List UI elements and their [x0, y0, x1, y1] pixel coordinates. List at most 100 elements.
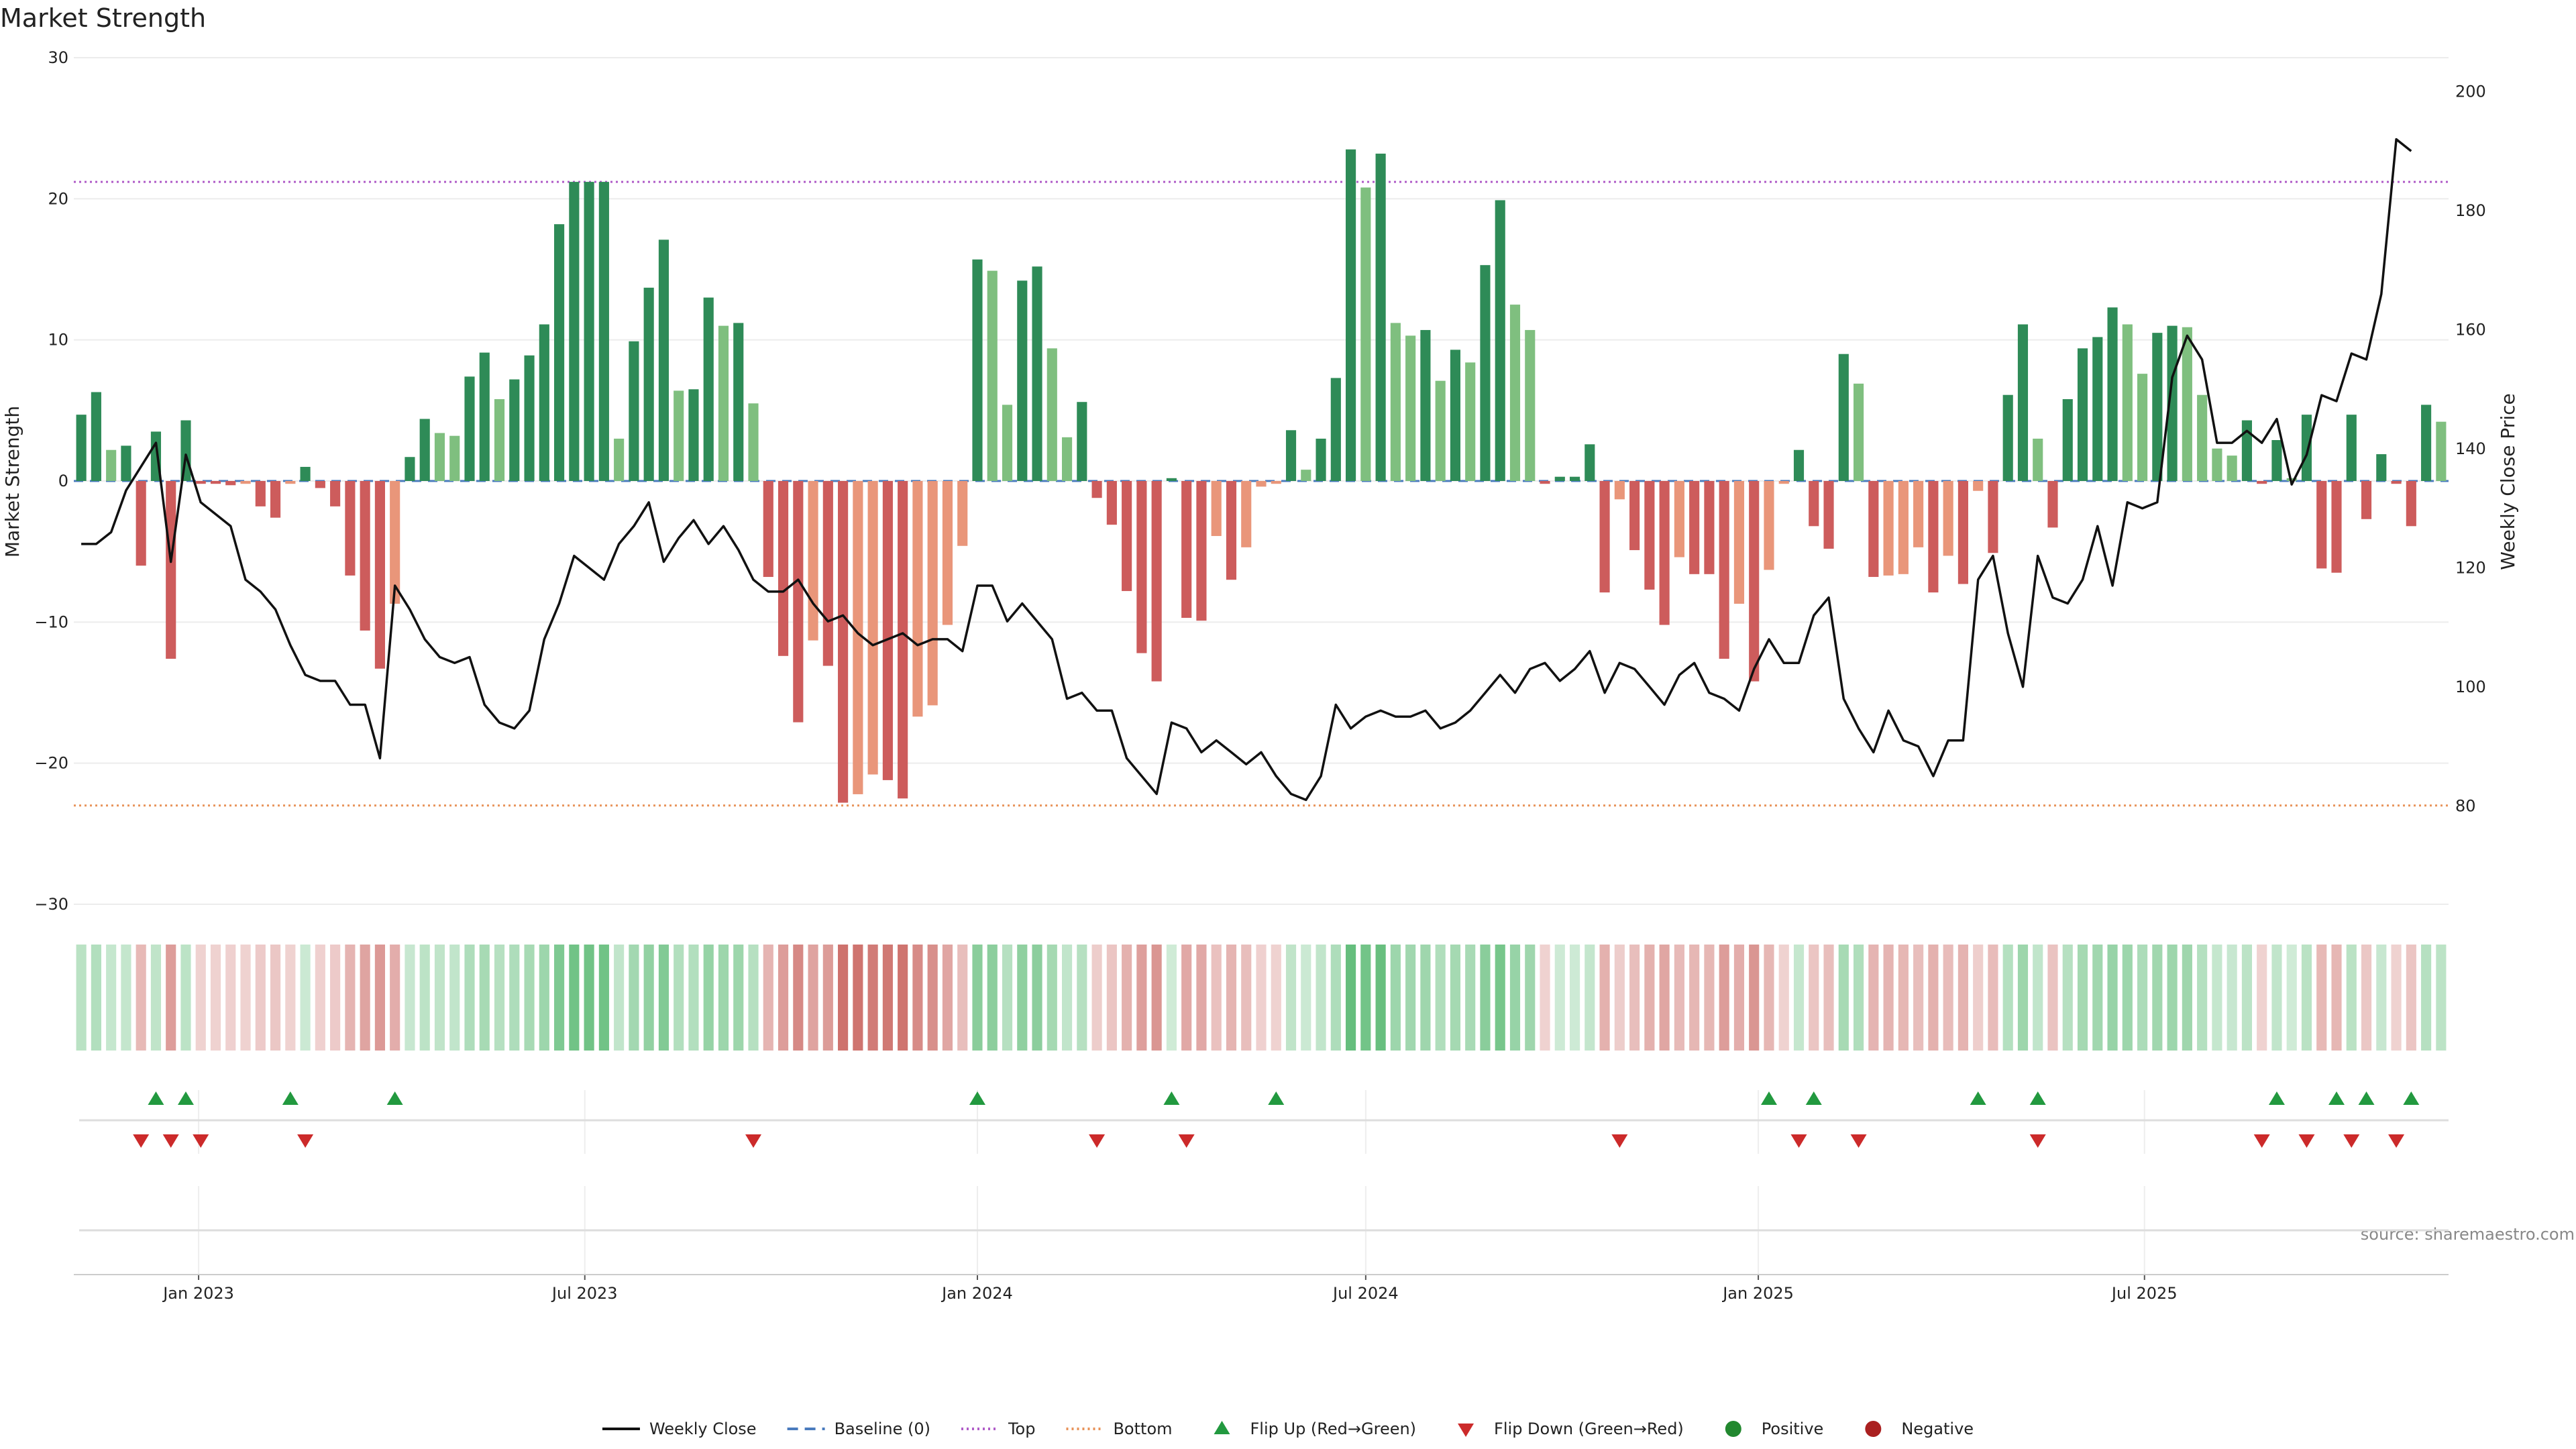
strength-bar — [1644, 481, 1655, 590]
strength-bar — [1525, 329, 1536, 481]
strength-bar — [360, 481, 370, 631]
heat-cell — [2137, 945, 2148, 1051]
strength-bar — [1122, 481, 1132, 592]
heat-cell — [405, 945, 415, 1051]
strength-bar — [345, 481, 356, 576]
heat-cell — [1122, 945, 1132, 1051]
legend-label: Flip Up (Red→Green) — [1250, 1419, 1417, 1438]
strength-bar — [2346, 415, 2357, 481]
strength-bar — [2212, 448, 2222, 481]
heat-cell — [912, 945, 923, 1051]
strength-bar — [2241, 420, 2253, 481]
heat-cell — [853, 945, 863, 1051]
strength-bar — [1554, 476, 1565, 481]
flip-up-marker — [1805, 1091, 1822, 1105]
flip-down-marker — [1790, 1134, 1807, 1148]
strength-bar — [479, 352, 490, 481]
heat-cell — [1032, 945, 1042, 1051]
heat-cell — [1136, 945, 1147, 1051]
heat-cell — [1913, 945, 1924, 1051]
strength-bar — [2167, 325, 2178, 481]
strength-bar — [2421, 405, 2432, 481]
y-tick-label: 10 — [48, 331, 68, 350]
strength-bar — [1674, 481, 1684, 557]
heat-cell — [300, 945, 311, 1051]
strength-bar — [1704, 481, 1715, 574]
heat-cell — [1733, 945, 1745, 1051]
strength-bar — [1599, 481, 1610, 593]
x-tick-label: Jul 2024 — [1332, 1284, 1399, 1303]
heat-cell — [494, 945, 505, 1051]
strength-bar — [1585, 444, 1595, 481]
heat-cell — [718, 945, 729, 1051]
legend-label: Baseline (0) — [835, 1419, 930, 1438]
strength-bar — [1793, 449, 1805, 481]
strength-bar — [867, 481, 878, 775]
x-tick-label: Jul 2023 — [551, 1284, 618, 1303]
strength-bar — [434, 433, 445, 481]
y-tick-label: −30 — [34, 895, 68, 914]
strength-bar — [898, 481, 908, 799]
x-tick-label: Jan 2025 — [1721, 1284, 1794, 1303]
heat-cell — [1778, 945, 1789, 1051]
strength-bar — [509, 379, 520, 481]
heat-cell — [1629, 945, 1640, 1051]
heat-cell — [285, 945, 296, 1051]
y2-tick-label: 180 — [2455, 201, 2486, 220]
heat-cell — [674, 945, 684, 1051]
heat-cell — [1883, 945, 1894, 1051]
y2-tick-label: 200 — [2455, 83, 2486, 101]
flip-up-marker — [1163, 1091, 1180, 1105]
strength-bar — [2391, 481, 2402, 484]
flip-down-marker — [2388, 1134, 2405, 1148]
heat-cell — [1211, 945, 1222, 1051]
heat-cell — [2331, 945, 2342, 1051]
heat-cell — [1704, 945, 1715, 1051]
heat-cell — [270, 945, 281, 1051]
heat-cell — [2346, 945, 2357, 1051]
strength-bar — [1823, 481, 1834, 549]
heat-cell — [1793, 945, 1805, 1051]
strength-bar — [1316, 438, 1326, 481]
flip-up-marker — [1760, 1091, 1777, 1105]
chart-title: Market Strength — [0, 3, 206, 33]
strength-bar — [1330, 378, 1341, 481]
flip-down-marker — [2253, 1134, 2270, 1148]
heat-cell — [225, 945, 236, 1051]
heat-cell — [150, 945, 162, 1051]
heat-cell — [1420, 945, 1431, 1051]
heat-cell — [1495, 945, 1505, 1051]
legend: Weekly Close Baseline (0) Top Bottom Flip Up… — [602, 1419, 1974, 1438]
heat-cell — [419, 945, 430, 1051]
heat-cell — [390, 945, 400, 1051]
heat-cell — [1285, 945, 1297, 1051]
strength-bar — [1151, 481, 1162, 682]
strength-bars — [76, 149, 2447, 803]
strength-bar — [2122, 324, 2133, 481]
strength-bar — [2033, 438, 2043, 481]
strength-bar — [1809, 481, 1819, 527]
strength-bar — [2301, 415, 2312, 481]
heat-cell — [2241, 945, 2253, 1051]
strength-bar — [1002, 405, 1013, 481]
strength-bar — [494, 399, 505, 481]
strength-bar — [793, 481, 804, 722]
strength-bar — [1106, 481, 1117, 525]
y-tick-label: 0 — [58, 472, 68, 490]
heat-cell — [166, 945, 176, 1051]
strength-bar — [1883, 481, 1894, 576]
gridlines — [74, 57, 2449, 1275]
heat-cell — [1061, 945, 1073, 1051]
strength-bar — [1719, 481, 1729, 659]
strength-bar — [1301, 470, 1311, 481]
strength-bar — [688, 389, 699, 481]
heat-cell — [584, 945, 594, 1051]
strength-bar — [2017, 324, 2029, 481]
heat-cell — [1540, 945, 1550, 1051]
heat-cell — [539, 945, 549, 1051]
heat-cell — [1046, 945, 1057, 1051]
strength-bar — [2107, 307, 2118, 481]
heat-cell — [763, 945, 773, 1051]
heat-cell — [1868, 945, 1879, 1051]
strength-bar — [718, 325, 729, 481]
